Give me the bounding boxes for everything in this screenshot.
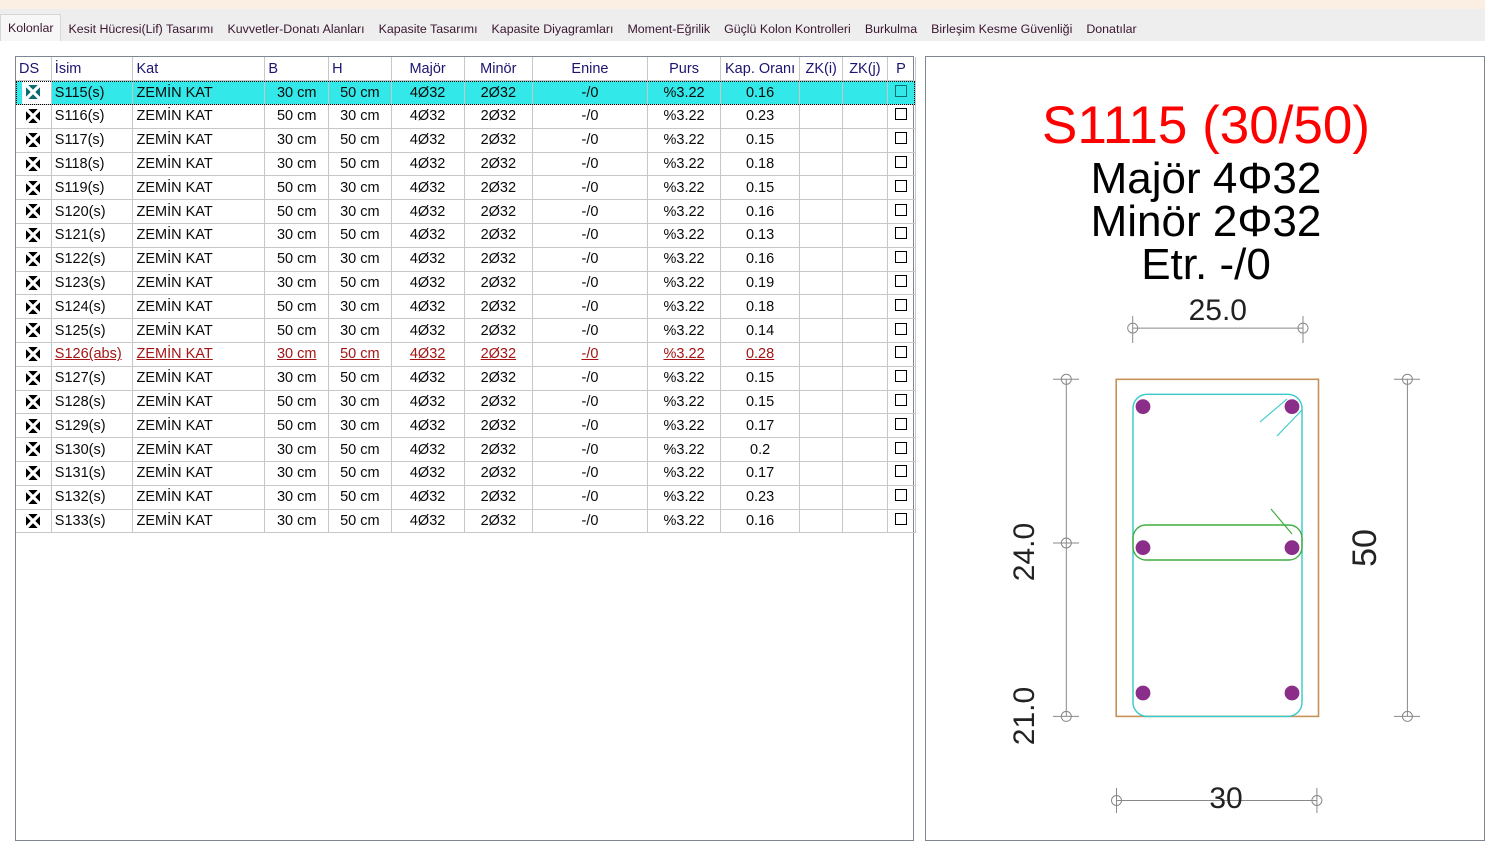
svg-text:21.0: 21.0	[1008, 687, 1041, 745]
svg-text:30: 30	[1209, 782, 1242, 815]
svg-text:24.0: 24.0	[1008, 523, 1041, 581]
svg-text:25.0: 25.0	[1189, 294, 1247, 327]
svg-text:50: 50	[1346, 529, 1384, 567]
